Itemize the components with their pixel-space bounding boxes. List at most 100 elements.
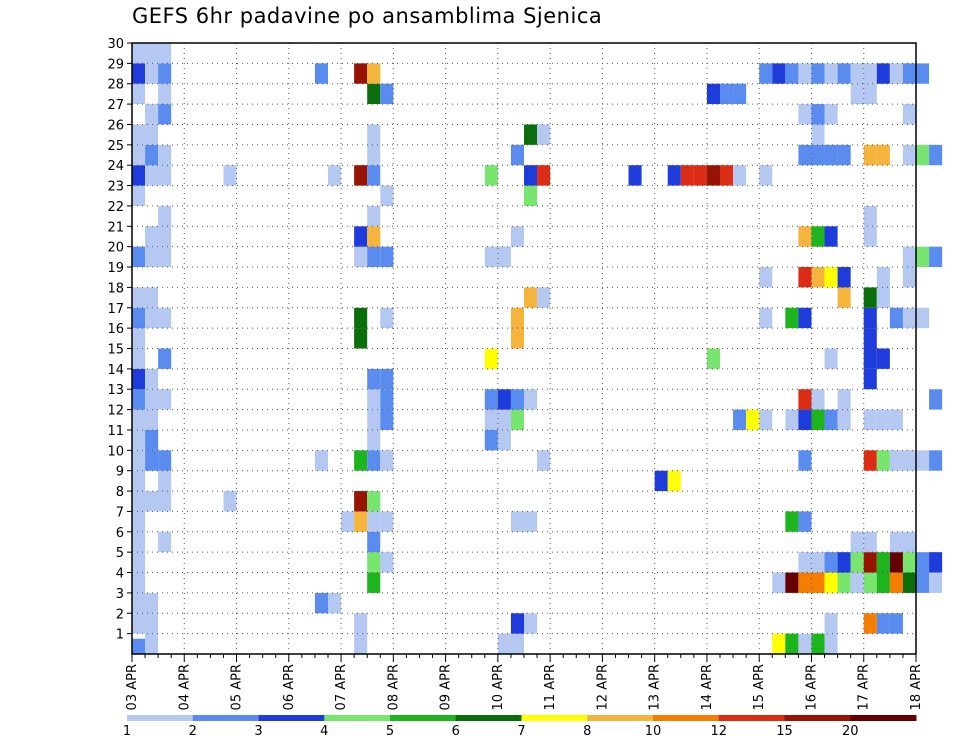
heatmap-cell (497, 246, 511, 268)
heatmap-cell (798, 450, 812, 471)
heatmap-cell (132, 450, 146, 471)
colorbar-label: 12 (710, 724, 727, 739)
heatmap-cell (824, 552, 838, 573)
heatmap-cell (510, 144, 524, 166)
x-tick-label: 03 APR (125, 664, 140, 710)
heatmap-cell (876, 348, 890, 369)
colorbar-swatch (784, 715, 851, 721)
heatmap-cell (354, 307, 368, 329)
heatmap-cell (132, 165, 146, 186)
heatmap-cell (837, 389, 851, 410)
heatmap-cell (367, 552, 381, 573)
x-tick-label: 18 APR (909, 664, 924, 710)
heatmap-cell (811, 144, 825, 166)
colorbar-label: 10 (645, 724, 662, 739)
heatmap-cell (367, 83, 381, 105)
heatmap-cell (158, 43, 172, 64)
heatmap-cell (850, 63, 864, 84)
heatmap-cell (158, 226, 172, 247)
heatmap-cell (837, 267, 851, 288)
heatmap-cell (510, 328, 524, 349)
heatmap-cell (367, 450, 381, 471)
heatmap-cell (484, 165, 498, 186)
heatmap-cell (510, 613, 524, 634)
heatmap-cell (354, 328, 368, 349)
heatmap-cell (863, 531, 877, 553)
heatmap-cell (132, 429, 146, 451)
heatmap-cell (824, 63, 838, 84)
heatmap-cell (145, 450, 159, 471)
heatmap-cell (132, 552, 146, 573)
colorbar-swatch (850, 715, 917, 721)
heatmap-cell (484, 246, 498, 268)
heatmap-cell (367, 226, 381, 247)
heatmap-cell (798, 144, 812, 166)
heatmap-cell (510, 511, 524, 532)
heatmap-cell (158, 205, 172, 227)
y-tick-label: 20 (107, 241, 124, 256)
heatmap-cell (876, 552, 890, 573)
heatmap-cell (510, 226, 524, 247)
heatmap-cell (863, 368, 877, 390)
colorbar-swatch (127, 715, 194, 721)
y-tick-label: 27 (107, 98, 124, 113)
heatmap-cell (380, 307, 394, 329)
colorbar-swatch (455, 715, 522, 721)
heatmap-cell (824, 144, 838, 166)
heatmap-cell (824, 104, 838, 125)
heatmap-cell (902, 450, 916, 471)
heatmap-cell (145, 613, 159, 634)
heatmap-cell (824, 613, 838, 634)
heatmap-cell (798, 409, 812, 430)
heatmap-cell (863, 348, 877, 369)
heatmap-cell (132, 307, 146, 329)
heatmap-cell (876, 613, 890, 634)
heatmap-cell (850, 531, 864, 553)
heatmap-cell (798, 63, 812, 84)
heatmap-cell (850, 83, 864, 105)
y-tick-label: 6 (116, 526, 124, 541)
heatmap-cell (720, 83, 734, 105)
heatmap-cell (863, 409, 877, 430)
heatmap-cell (524, 613, 538, 634)
heatmap-cell (537, 450, 551, 471)
heatmap-cell (837, 144, 851, 166)
x-tick-label: 06 APR (282, 664, 297, 710)
heatmap-cell (785, 63, 799, 84)
heatmap-cell (929, 572, 943, 593)
heatmap-cell (876, 572, 890, 593)
heatmap-cell (484, 389, 498, 410)
heatmap-cell (785, 409, 799, 430)
heatmap-cell (132, 491, 146, 512)
heatmap-cell (863, 613, 877, 634)
heatmap-cell (158, 144, 172, 166)
x-axis: 03 APR 04 APR 05 APR 06 APR 07 APR 08 APR 09 A… (125, 654, 924, 710)
heatmap-cell (524, 165, 538, 186)
heatmap-cell (510, 389, 524, 410)
heatmap-cell (367, 429, 381, 451)
heatmap-cell (811, 226, 825, 247)
colorbar-label: 6 (452, 724, 460, 739)
colorbar-swatch (258, 715, 325, 721)
x-tick-label: 17 APR (857, 664, 872, 710)
heatmap-cell (158, 491, 172, 512)
heatmap-cell (145, 633, 159, 654)
heatmap-cell (693, 165, 707, 186)
heatmap-cell (902, 552, 916, 573)
heatmap-cell (929, 450, 943, 471)
heatmap-cell (902, 63, 916, 84)
heatmap-cell (132, 43, 146, 64)
heatmap-cell (876, 450, 890, 471)
y-tick-label: 15 (107, 343, 124, 358)
colorbar-swatch (390, 715, 457, 721)
heatmap-cell (145, 491, 159, 512)
heatmap-cell (367, 165, 381, 186)
heatmap-cell (824, 409, 838, 430)
x-tick-label: 07 APR (334, 664, 349, 710)
heatmap-cell (158, 531, 172, 553)
y-tick-label: 4 (116, 567, 124, 582)
heatmap-cell (537, 124, 551, 145)
y-tick-label: 24 (107, 159, 124, 174)
heatmap-cell (367, 144, 381, 166)
heatmap-cell (132, 531, 146, 553)
